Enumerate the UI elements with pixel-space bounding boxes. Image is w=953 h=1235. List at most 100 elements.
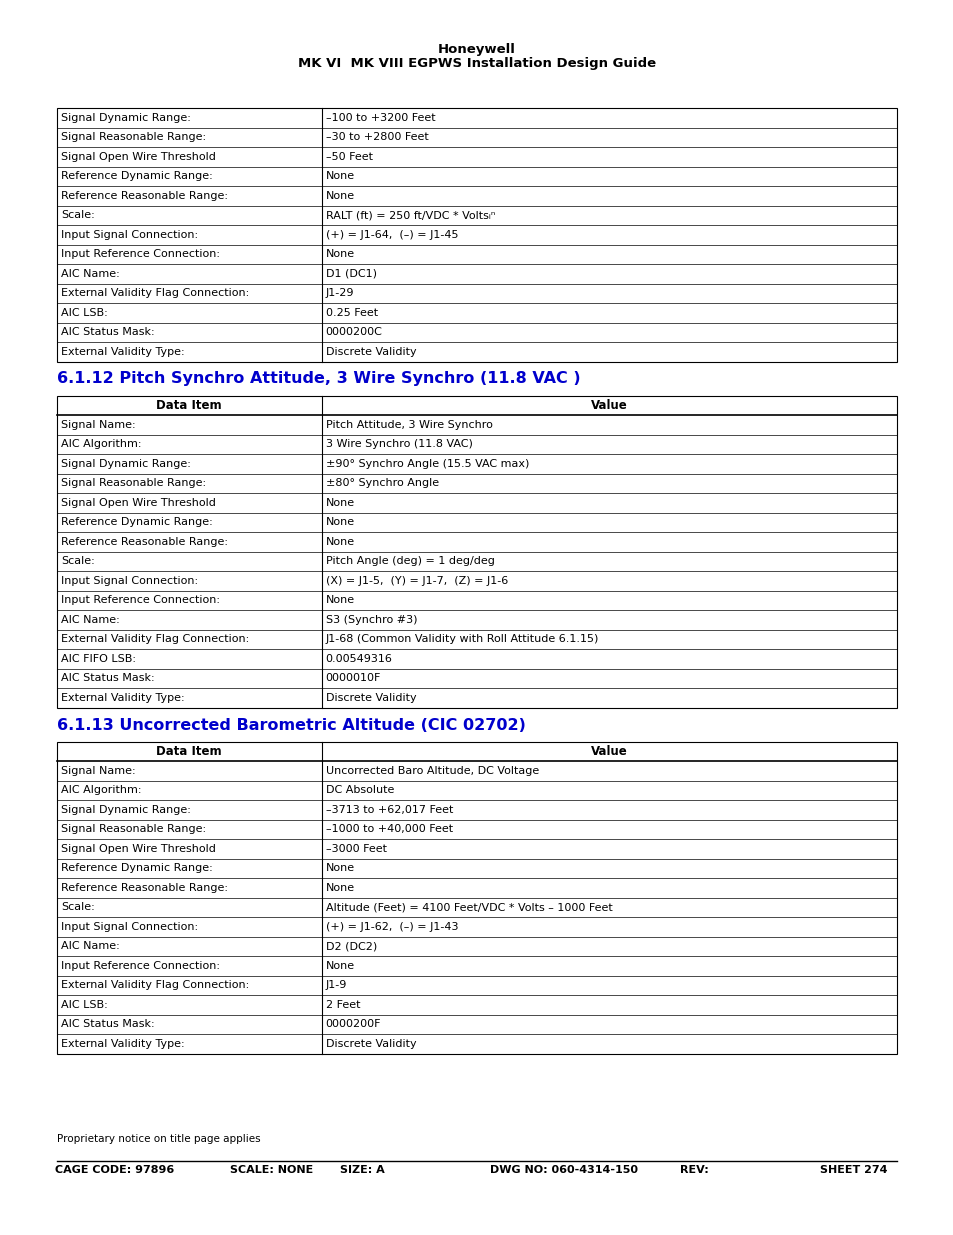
Text: MK VI  MK VIII EGPWS Installation Design Guide: MK VI MK VIII EGPWS Installation Design … bbox=[297, 57, 656, 70]
Text: Scale:: Scale: bbox=[61, 210, 94, 220]
Text: None: None bbox=[325, 595, 355, 605]
Text: –30 to +2800 Feet: –30 to +2800 Feet bbox=[325, 132, 428, 142]
Text: Discrete Validity: Discrete Validity bbox=[325, 347, 416, 357]
Text: –3000 Feet: –3000 Feet bbox=[325, 844, 386, 853]
Text: (+) = J1-62,  (–) = J1-43: (+) = J1-62, (–) = J1-43 bbox=[325, 921, 457, 931]
Text: 0000010F: 0000010F bbox=[325, 673, 380, 683]
Text: Input Signal Connection:: Input Signal Connection: bbox=[61, 921, 198, 931]
Text: None: None bbox=[325, 249, 355, 259]
Text: 0.00549316: 0.00549316 bbox=[325, 653, 392, 663]
Text: 6.1.12 Pitch Synchro Attitude, 3 Wire Synchro (11.8 VAC ): 6.1.12 Pitch Synchro Attitude, 3 Wire Sy… bbox=[57, 372, 580, 387]
Text: Reference Dynamic Range:: Reference Dynamic Range: bbox=[61, 172, 213, 182]
Text: Signal Dynamic Range:: Signal Dynamic Range: bbox=[61, 458, 191, 469]
Text: Reference Dynamic Range:: Reference Dynamic Range: bbox=[61, 863, 213, 873]
Bar bbox=[57, 107, 896, 362]
Text: Input Reference Connection:: Input Reference Connection: bbox=[61, 595, 220, 605]
Text: 3 Wire Synchro (11.8 VAC): 3 Wire Synchro (11.8 VAC) bbox=[325, 440, 472, 450]
Text: 0000200C: 0000200C bbox=[325, 327, 382, 337]
Text: 2 Feet: 2 Feet bbox=[325, 1000, 359, 1010]
Text: ±80° Synchro Angle: ±80° Synchro Angle bbox=[325, 478, 438, 488]
Text: None: None bbox=[325, 172, 355, 182]
Text: AIC Status Mask:: AIC Status Mask: bbox=[61, 673, 154, 683]
Text: AIC Status Mask:: AIC Status Mask: bbox=[61, 1019, 154, 1029]
Text: D1 (DC1): D1 (DC1) bbox=[325, 269, 376, 279]
Text: S3 (Synchro #3): S3 (Synchro #3) bbox=[325, 615, 416, 625]
Text: None: None bbox=[325, 537, 355, 547]
Text: Signal Reasonable Range:: Signal Reasonable Range: bbox=[61, 478, 206, 488]
Text: 0.25 Feet: 0.25 Feet bbox=[325, 308, 377, 317]
Text: Pitch Angle (deg) = 1 deg/deg: Pitch Angle (deg) = 1 deg/deg bbox=[325, 556, 494, 567]
Text: Scale:: Scale: bbox=[61, 903, 94, 913]
Text: None: None bbox=[325, 863, 355, 873]
Text: Input Signal Connection:: Input Signal Connection: bbox=[61, 576, 198, 585]
Text: Input Signal Connection:: Input Signal Connection: bbox=[61, 230, 198, 240]
Text: 6.1.13 Uncorrected Barometric Altitude (CIC 02702): 6.1.13 Uncorrected Barometric Altitude (… bbox=[57, 718, 525, 732]
Text: None: None bbox=[325, 961, 355, 971]
Text: None: None bbox=[325, 498, 355, 508]
Text: External Validity Flag Connection:: External Validity Flag Connection: bbox=[61, 635, 249, 645]
Text: –100 to +3200 Feet: –100 to +3200 Feet bbox=[325, 112, 435, 122]
Text: DWG NO: 060-4314-150: DWG NO: 060-4314-150 bbox=[490, 1165, 638, 1174]
Text: RALT (ft) = 250 ft/VDC * Voltsᵢⁿ: RALT (ft) = 250 ft/VDC * Voltsᵢⁿ bbox=[325, 210, 495, 220]
Text: Altitude (Feet) = 4100 Feet/VDC * Volts – 1000 Feet: Altitude (Feet) = 4100 Feet/VDC * Volts … bbox=[325, 903, 612, 913]
Text: J1-68 (Common Validity with Roll Attitude 6.1.15): J1-68 (Common Validity with Roll Attitud… bbox=[325, 635, 598, 645]
Text: J1-29: J1-29 bbox=[325, 288, 354, 298]
Text: Input Reference Connection:: Input Reference Connection: bbox=[61, 249, 220, 259]
Text: Uncorrected Baro Altitude, DC Voltage: Uncorrected Baro Altitude, DC Voltage bbox=[325, 766, 538, 776]
Text: SCALE: NONE: SCALE: NONE bbox=[230, 1165, 313, 1174]
Text: Signal Dynamic Range:: Signal Dynamic Range: bbox=[61, 112, 191, 122]
Text: –3713 to +62,017 Feet: –3713 to +62,017 Feet bbox=[325, 805, 453, 815]
Text: Discrete Validity: Discrete Validity bbox=[325, 1039, 416, 1049]
Text: DC Absolute: DC Absolute bbox=[325, 785, 394, 795]
Text: Discrete Validity: Discrete Validity bbox=[325, 693, 416, 703]
Text: CAGE CODE: 97896: CAGE CODE: 97896 bbox=[55, 1165, 174, 1174]
Text: AIC Name:: AIC Name: bbox=[61, 615, 120, 625]
Text: SHEET 274: SHEET 274 bbox=[820, 1165, 886, 1174]
Bar bbox=[57, 395, 896, 708]
Text: None: None bbox=[325, 883, 355, 893]
Text: Signal Name:: Signal Name: bbox=[61, 766, 135, 776]
Text: AIC Name:: AIC Name: bbox=[61, 269, 120, 279]
Text: Scale:: Scale: bbox=[61, 556, 94, 567]
Text: Signal Open Wire Threshold: Signal Open Wire Threshold bbox=[61, 844, 215, 853]
Text: Signal Open Wire Threshold: Signal Open Wire Threshold bbox=[61, 498, 215, 508]
Text: ±90° Synchro Angle (15.5 VAC max): ±90° Synchro Angle (15.5 VAC max) bbox=[325, 458, 528, 469]
Text: Signal Dynamic Range:: Signal Dynamic Range: bbox=[61, 805, 191, 815]
Text: SIZE: A: SIZE: A bbox=[339, 1165, 384, 1174]
Text: AIC LSB:: AIC LSB: bbox=[61, 1000, 108, 1010]
Text: Reference Reasonable Range:: Reference Reasonable Range: bbox=[61, 190, 228, 201]
Text: None: None bbox=[325, 190, 355, 201]
Text: Reference Reasonable Range:: Reference Reasonable Range: bbox=[61, 537, 228, 547]
Text: Signal Reasonable Range:: Signal Reasonable Range: bbox=[61, 132, 206, 142]
Text: 0000200F: 0000200F bbox=[325, 1019, 380, 1029]
Text: Signal Name:: Signal Name: bbox=[61, 420, 135, 430]
Text: Proprietary notice on title page applies: Proprietary notice on title page applies bbox=[57, 1134, 260, 1144]
Text: None: None bbox=[325, 517, 355, 527]
Text: Signal Reasonable Range:: Signal Reasonable Range: bbox=[61, 824, 206, 835]
Text: Signal Open Wire Threshold: Signal Open Wire Threshold bbox=[61, 152, 215, 162]
Text: (+) = J1-64,  (–) = J1-45: (+) = J1-64, (–) = J1-45 bbox=[325, 230, 457, 240]
Text: External Validity Flag Connection:: External Validity Flag Connection: bbox=[61, 288, 249, 298]
Text: Value: Value bbox=[590, 399, 627, 411]
Text: Reference Reasonable Range:: Reference Reasonable Range: bbox=[61, 883, 228, 893]
Text: J1-9: J1-9 bbox=[325, 981, 347, 990]
Text: AIC FIFO LSB:: AIC FIFO LSB: bbox=[61, 653, 136, 663]
Text: (X) = J1-5,  (Y) = J1-7,  (Z) = J1-6: (X) = J1-5, (Y) = J1-7, (Z) = J1-6 bbox=[325, 576, 507, 585]
Text: AIC Algorithm:: AIC Algorithm: bbox=[61, 440, 141, 450]
Text: –50 Feet: –50 Feet bbox=[325, 152, 373, 162]
Text: Reference Dynamic Range:: Reference Dynamic Range: bbox=[61, 517, 213, 527]
Text: Value: Value bbox=[590, 745, 627, 758]
Text: External Validity Flag Connection:: External Validity Flag Connection: bbox=[61, 981, 249, 990]
Text: Data Item: Data Item bbox=[156, 399, 222, 411]
Text: Input Reference Connection:: Input Reference Connection: bbox=[61, 961, 220, 971]
Text: AIC LSB:: AIC LSB: bbox=[61, 308, 108, 317]
Text: External Validity Type:: External Validity Type: bbox=[61, 347, 185, 357]
Text: REV:: REV: bbox=[679, 1165, 708, 1174]
Text: AIC Algorithm:: AIC Algorithm: bbox=[61, 785, 141, 795]
Text: AIC Status Mask:: AIC Status Mask: bbox=[61, 327, 154, 337]
Text: –1000 to +40,000 Feet: –1000 to +40,000 Feet bbox=[325, 824, 453, 835]
Text: External Validity Type:: External Validity Type: bbox=[61, 693, 185, 703]
Bar bbox=[57, 741, 896, 1053]
Text: Honeywell: Honeywell bbox=[437, 43, 516, 56]
Text: Pitch Attitude, 3 Wire Synchro: Pitch Attitude, 3 Wire Synchro bbox=[325, 420, 492, 430]
